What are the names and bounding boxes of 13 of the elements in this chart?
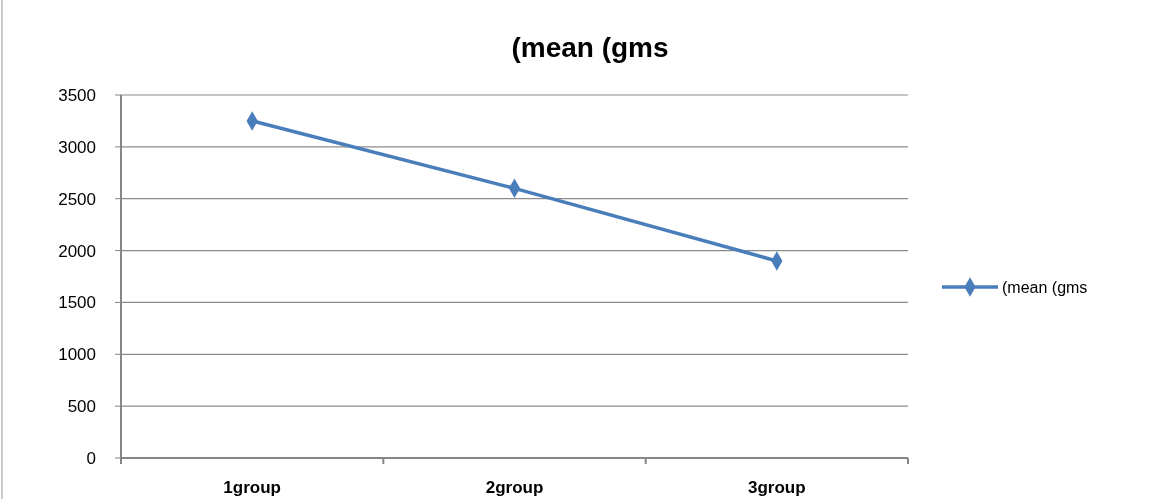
y-tick-label: 2500	[58, 189, 96, 209]
y-tick-label: 0	[86, 448, 96, 468]
y-tick-label: 3000	[58, 137, 96, 157]
chart-title: (mean (gms	[511, 32, 669, 63]
x-tick-label: 3group	[748, 478, 806, 497]
y-tick-label: 500	[67, 397, 96, 417]
y-tick-label: 1000	[58, 345, 96, 365]
y-tick-label: 3500	[58, 85, 96, 105]
y-tick-label: 2000	[58, 241, 96, 261]
y-tick-label: 1500	[58, 293, 96, 313]
x-tick-label: 2group	[485, 478, 544, 497]
x-tick-label: 1group	[223, 478, 281, 497]
legend-label: (mean (gms	[1002, 278, 1088, 296]
